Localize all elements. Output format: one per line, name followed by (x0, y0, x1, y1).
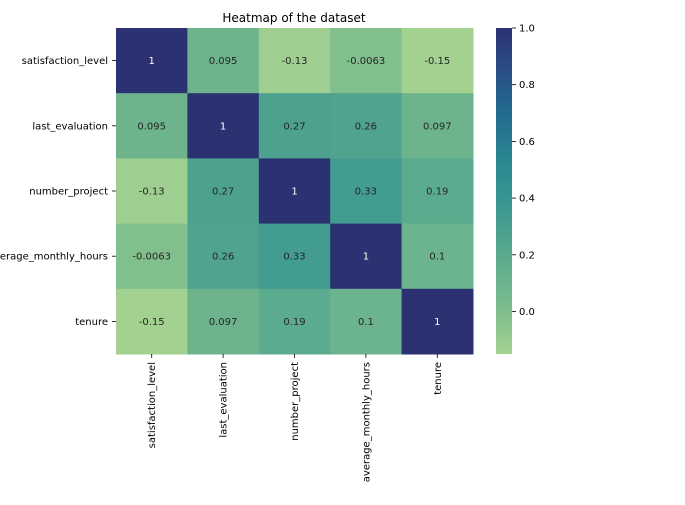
heatmap-cell (330, 158, 403, 225)
heatmap-cell-label: 0.26 (355, 121, 377, 132)
colorbar-tick-label: 0.4 (519, 194, 535, 205)
heatmap-cell (187, 93, 260, 159)
y-axis-tick-label: satisfaction_level (22, 56, 108, 67)
heatmap-cell (401, 223, 474, 290)
heatmap-cell-label: 0.33 (355, 187, 377, 198)
heatmap-cells (116, 28, 474, 355)
y-axis-tick-label: last_evaluation (32, 121, 108, 132)
heatmap-cell (187, 28, 260, 94)
heatmap-cell (258, 158, 331, 225)
x-axis-tick-label: tenure (433, 362, 444, 395)
heatmap-cell (116, 223, 188, 290)
colorbar-tick-label: 1.0 (519, 24, 535, 35)
heatmap-cell (187, 158, 260, 225)
heatmap-cell-label: 0.097 (423, 121, 452, 132)
heatmap-cell (401, 28, 474, 94)
y-axis-tick-label: number_project (29, 187, 108, 198)
heatmap-cell-label: -0.15 (139, 317, 165, 328)
y-axis-tick-label: tenure (75, 317, 108, 328)
heatmap-cell-label: 0.27 (283, 121, 305, 132)
heatmap-cell-label: 0.19 (283, 317, 305, 328)
heatmap-cell (330, 28, 403, 94)
heatmap-cell-label: -0.0063 (132, 252, 171, 263)
colorbar-tick-label: 0.6 (519, 137, 535, 148)
x-axis-tick-label: average_monthly_hours (361, 362, 372, 482)
heatmap-cell (401, 158, 474, 225)
heatmap-cell (258, 93, 331, 159)
heatmap-cell (258, 223, 331, 290)
colorbar-tick-label: 0.2 (519, 250, 535, 261)
heatmap-cell-label: -0.13 (139, 187, 165, 198)
heatmap-cell-label: 0.095 (209, 56, 238, 67)
heatmap-cell (116, 158, 188, 225)
x-axis-tick-labels: satisfaction_level last_evaluation number_… (147, 354, 444, 482)
colorbar-tick-label: 0.8 (519, 80, 535, 91)
heatmap-cell (258, 288, 331, 355)
heatmap-cell (187, 223, 260, 290)
heatmap-cell (116, 28, 188, 94)
chart-title: Heatmap of the dataset (222, 11, 365, 25)
heatmap-cell (116, 93, 188, 159)
heatmap-cell (258, 28, 331, 94)
heatmap-cell-label: 0.33 (283, 252, 305, 263)
heatmap-cell-label: 0.26 (212, 252, 234, 263)
heatmap-cell-label: 1 (363, 252, 369, 263)
heatmap-cell-label: 0.1 (358, 317, 374, 328)
heatmap-cell-label: 1 (149, 56, 155, 67)
colorbar: 0.0 0.2 0.4 0.6 0.8 1.0 (496, 24, 535, 354)
x-axis-tick-label: last_evaluation (219, 362, 230, 438)
heatmap-cell-label: 1 (434, 317, 440, 328)
heatmap-cell (401, 93, 474, 159)
heatmap-cell-labels: 1 0.095 -0.13 -0.0063 -0.15 0.095 1 0.27 0.26 0.0… (132, 56, 451, 328)
heatmap-cell-label: 1 (291, 187, 297, 198)
y-axis-tick-label: average_monthly_hours (0, 252, 108, 263)
heatmap-cell-label: 0.27 (212, 187, 234, 198)
heatmap-cell-label: 0.19 (426, 187, 448, 198)
heatmap-cell (330, 223, 403, 290)
heatmap-cell-label: -0.0063 (347, 56, 386, 67)
heatmap-cell-label: 0.095 (137, 121, 166, 132)
heatmap-cell (330, 93, 403, 159)
heatmap-cell (116, 288, 188, 355)
y-axis-tick-labels: satisfaction_level last_evaluation number_… (0, 56, 116, 328)
heatmap-cell (401, 288, 474, 355)
heatmap-cell-label: -0.15 (424, 56, 450, 67)
colorbar-tick-label: 0.0 (519, 307, 535, 318)
colorbar-gradient (496, 28, 512, 354)
heatmap-cell-label: 0.097 (209, 317, 238, 328)
heatmap-cell (187, 288, 260, 355)
heatmap-cell-label: -0.13 (282, 56, 308, 67)
heatmap-cell-label: 1 (220, 121, 226, 132)
x-axis-tick-label: number_project (290, 362, 301, 441)
x-axis-tick-label: satisfaction_level (147, 362, 158, 448)
heatmap-cell (330, 288, 403, 355)
heatmap-cell-label: 0.1 (429, 252, 445, 263)
